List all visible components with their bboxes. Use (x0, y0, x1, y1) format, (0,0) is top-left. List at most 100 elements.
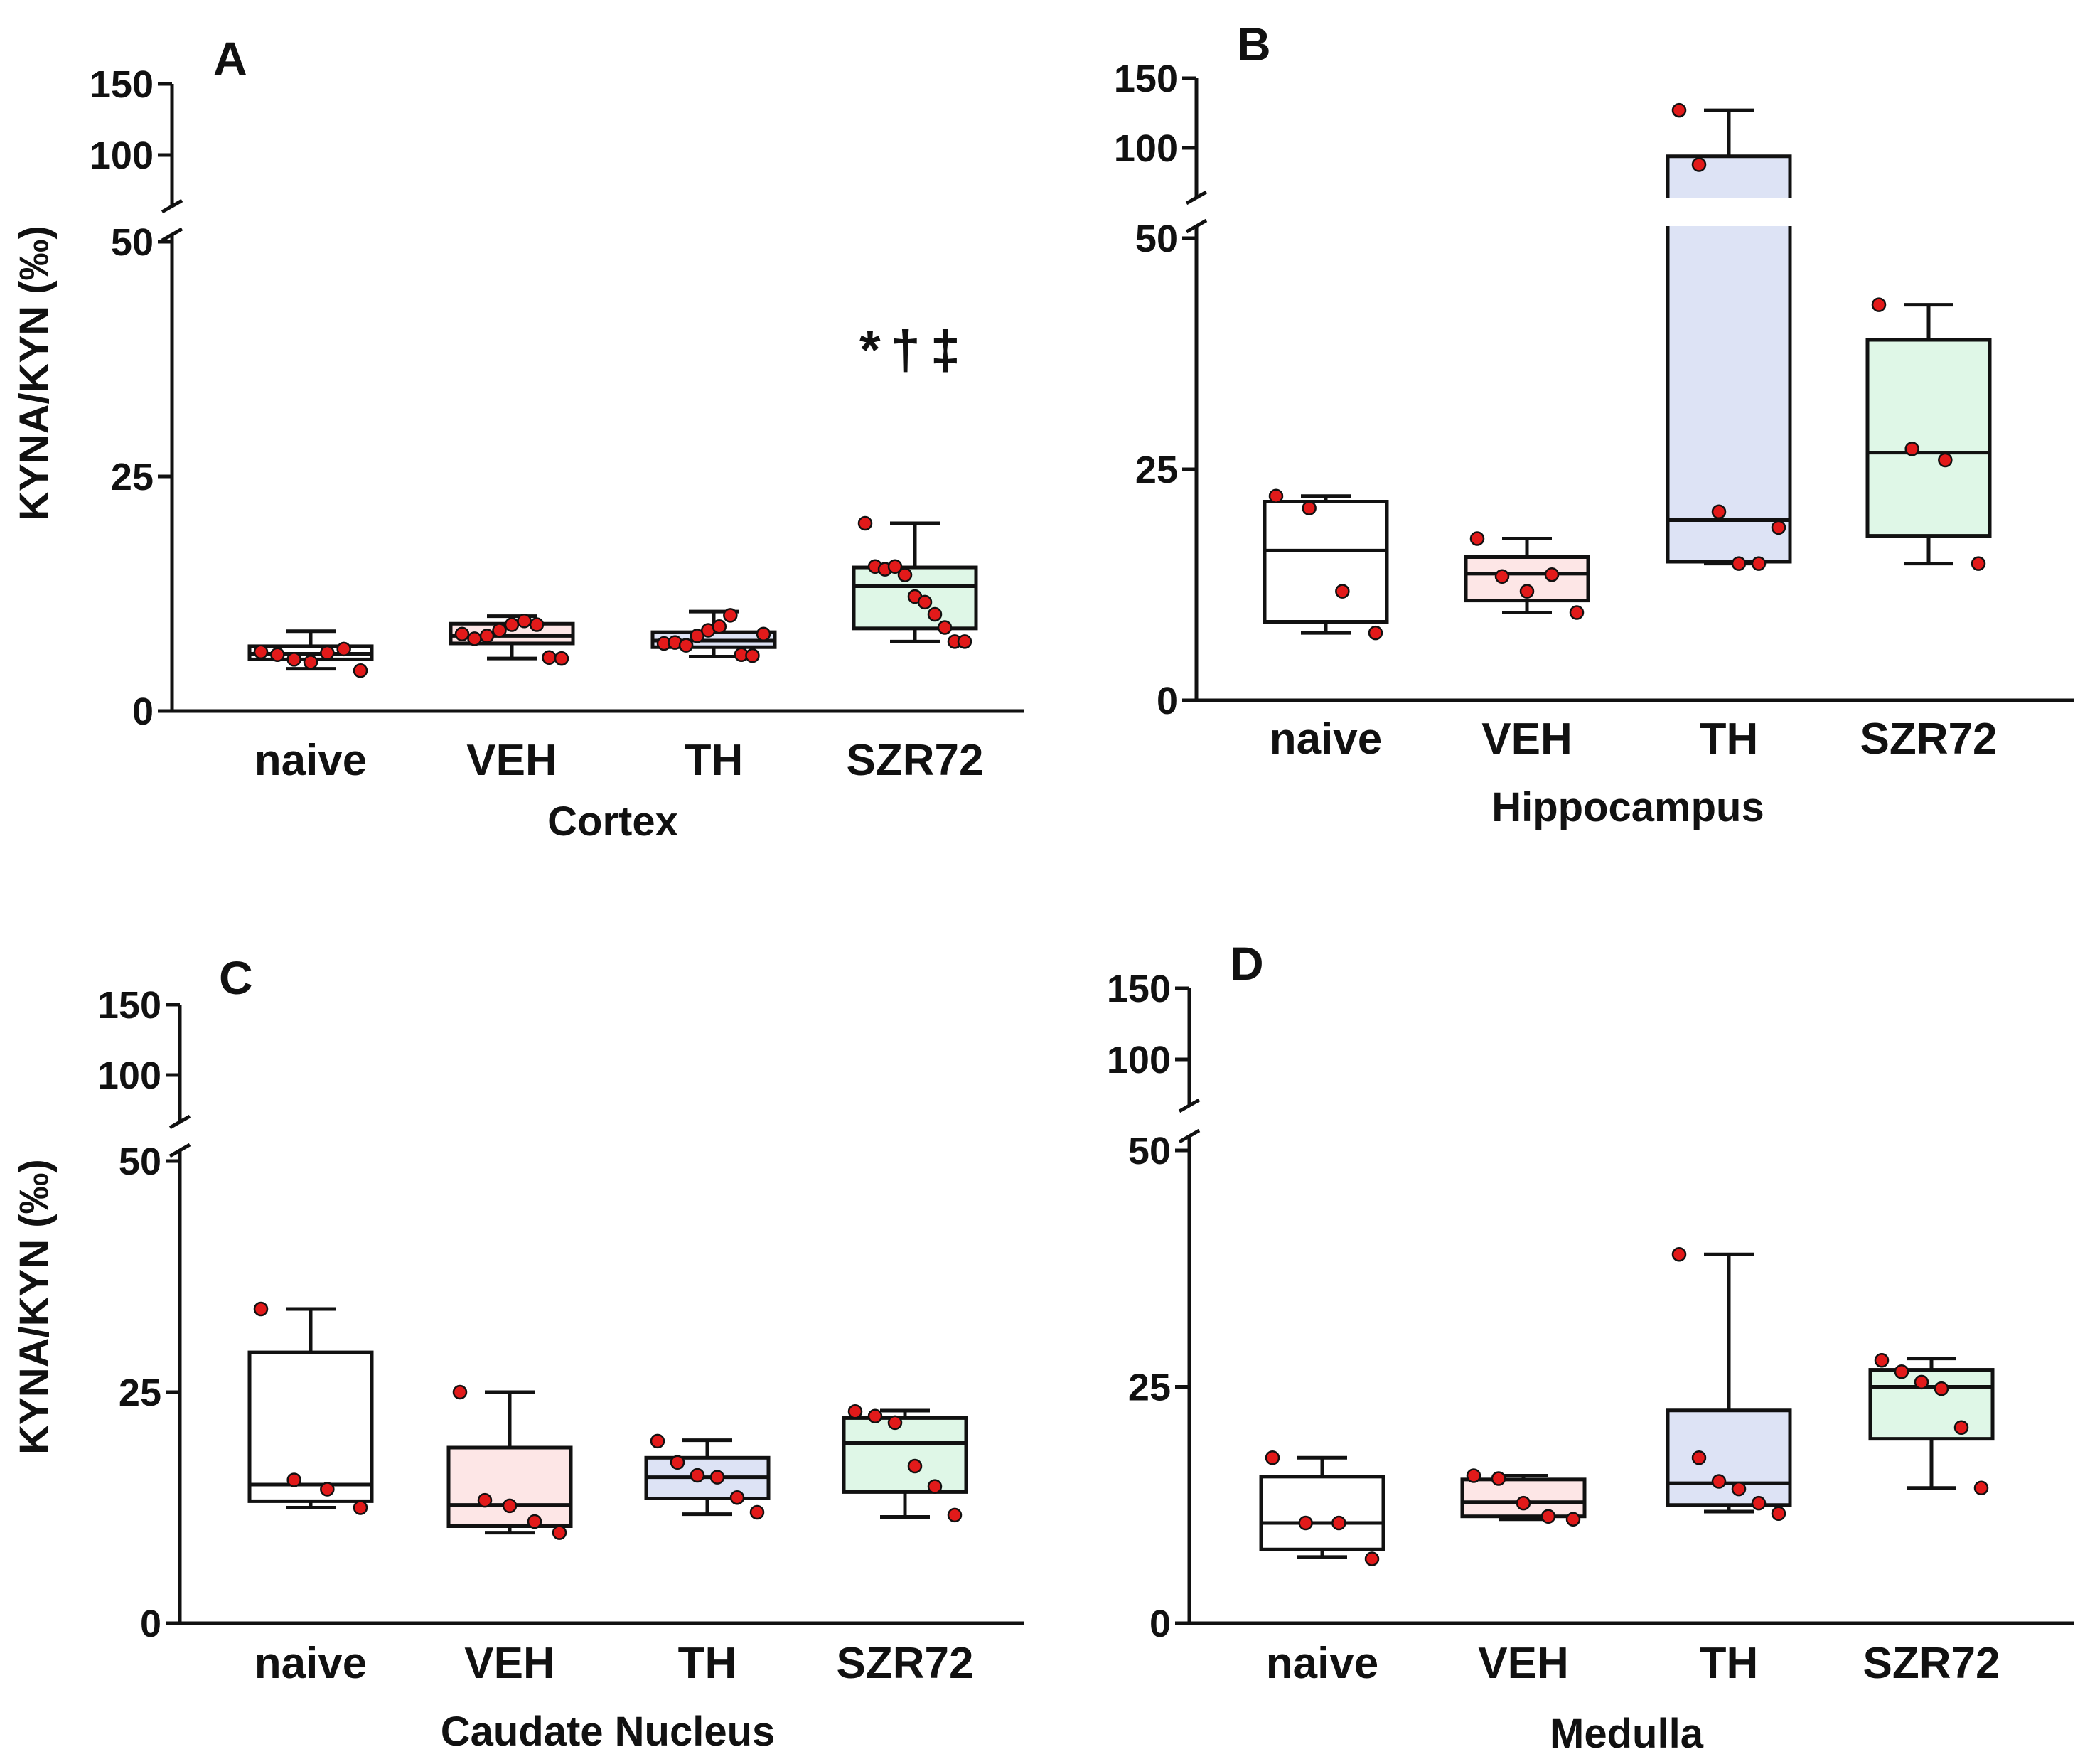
y-tick-label: 50 (1135, 218, 1178, 260)
x-axis-label: Caudate Nucleus (441, 1709, 776, 1755)
data-point (690, 629, 704, 643)
data-point (957, 634, 972, 649)
y-tick-label: 0 (1149, 1603, 1171, 1645)
axis-break-mark (1185, 190, 1208, 205)
y-tick-label: 50 (119, 1140, 161, 1183)
y-tick-label: 0 (132, 690, 154, 733)
box-group-naive (1263, 488, 1389, 641)
data-point (1971, 556, 1986, 571)
box (1666, 1408, 1792, 1507)
data-point (1466, 1468, 1481, 1483)
data-point (1368, 625, 1383, 641)
data-point (1331, 1515, 1346, 1531)
panel-letter: D (1230, 937, 1264, 990)
x-tick-label: VEH (1481, 715, 1572, 764)
y-tick-label: 25 (119, 1372, 161, 1414)
y-tick-label: 25 (1128, 1367, 1171, 1409)
data-point (253, 644, 269, 660)
data-point (1938, 452, 1953, 468)
data-point (723, 608, 738, 623)
y-tick-label: 0 (1157, 680, 1178, 722)
box (852, 565, 978, 631)
data-point (847, 1404, 863, 1419)
panel-c: C 0 25 50 100 150 KYNA/KYN (‰) naive VEH TH SZR72 C… (11, 951, 1024, 1755)
box-group-szr72 (1865, 297, 1992, 571)
x-tick-label: TH (678, 1639, 737, 1688)
data-point (527, 1514, 542, 1529)
data-point (1268, 488, 1284, 503)
box-group-th (650, 608, 777, 663)
y-tick-label: 100 (97, 1054, 161, 1097)
axis-break-mark (1178, 1128, 1201, 1144)
box-group-veh (1464, 531, 1590, 620)
data-point (1544, 567, 1560, 582)
x-tick-label: VEH (1478, 1639, 1568, 1688)
data-point (1953, 1420, 1969, 1435)
data-point (709, 1470, 725, 1485)
box-group-veh (1460, 1468, 1587, 1527)
data-point (1771, 520, 1786, 535)
y-tick-label: 25 (1135, 449, 1178, 491)
axis-break-mark (168, 1114, 191, 1130)
box (247, 1350, 374, 1503)
box (1263, 500, 1389, 624)
box-group-szr72 (842, 1404, 968, 1523)
data-point (270, 647, 285, 663)
box-group-naive (247, 629, 374, 678)
data-point (504, 617, 520, 632)
data-point (554, 651, 569, 666)
data-point (1711, 504, 1727, 520)
panel-a: A 0 25 50 100 150 KYNA/KYN (‰) naive VEH TH SZR72 C… (11, 32, 1024, 845)
y-tick-label: 100 (1107, 1039, 1171, 1081)
y-tick-label: 50 (1128, 1130, 1171, 1172)
data-point (353, 1500, 368, 1515)
data-point (1731, 556, 1747, 571)
y-tick-label: 50 (111, 221, 154, 264)
box-group-veh (449, 614, 575, 666)
panel-letter: B (1237, 18, 1271, 70)
box (842, 1416, 968, 1494)
data-point (320, 1482, 335, 1497)
data-point (542, 650, 557, 665)
data-point (253, 1301, 269, 1317)
y-tick-label: 150 (97, 984, 161, 1027)
x-axis-label: Hippocampus (1491, 784, 1764, 830)
x-tick-label: SZR72 (837, 1639, 974, 1688)
data-point (917, 594, 933, 610)
axis-break-mark (1178, 1098, 1201, 1113)
data-point (303, 655, 318, 670)
data-point (1751, 556, 1767, 571)
data-point (1516, 1495, 1531, 1511)
data-point (1691, 157, 1707, 172)
data-point (745, 648, 760, 663)
data-point (1569, 605, 1585, 620)
data-point (1671, 1247, 1687, 1262)
data-point (1519, 584, 1535, 599)
data-point (690, 1468, 705, 1483)
data-point (320, 645, 335, 661)
data-point (1540, 1509, 1556, 1524)
y-tick-label: 150 (1107, 968, 1171, 1010)
data-point (1335, 584, 1350, 599)
y-tick-label: 25 (111, 456, 154, 498)
significance-marker: *†‡ (859, 320, 970, 380)
data-point (650, 1433, 665, 1449)
data-point (749, 1504, 765, 1520)
y-tick-label: 150 (1114, 58, 1178, 100)
x-tick-label: naive (1270, 715, 1383, 764)
box (1259, 1475, 1385, 1551)
data-point (1771, 1506, 1786, 1521)
data-point (454, 626, 470, 642)
panel-d: D 0 25 50 100 150 naive VEH TH SZR72 Medulla (1107, 937, 2074, 1757)
data-point (336, 641, 351, 657)
data-point (937, 620, 953, 635)
box-group-szr72 (1868, 1353, 1995, 1496)
x-tick-label: SZR72 (1863, 1639, 2000, 1688)
data-point (678, 638, 694, 653)
data-point (529, 617, 545, 632)
data-point (1711, 1474, 1727, 1489)
data-point (492, 623, 507, 638)
x-tick-label: naive (1266, 1639, 1379, 1688)
box-group-th (644, 1433, 771, 1520)
data-point (756, 626, 771, 642)
